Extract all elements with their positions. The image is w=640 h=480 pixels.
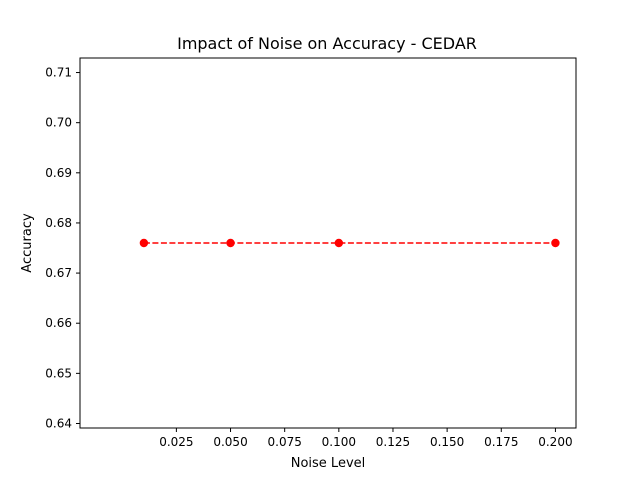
y-tick-label: 0.70	[45, 116, 72, 130]
data-point	[334, 238, 344, 248]
y-tick-label: 0.66	[45, 316, 72, 330]
y-tick-label: 0.67	[45, 266, 72, 280]
x-axis-label: Noise Level	[291, 456, 366, 471]
x-tick-label: 0.200	[538, 435, 572, 449]
data-point	[551, 238, 560, 248]
y-tick-label: 0.69	[45, 166, 72, 180]
y-tick-label: 0.65	[45, 366, 72, 380]
y-tick-label: 0.68	[45, 216, 72, 230]
x-axis-ticks: 0.025 0.050 0.075 0.100 0.125 0.150 0.175 0.200	[159, 428, 573, 449]
x-tick-label: 0.125	[376, 435, 410, 449]
y-tick-label: 0.64	[45, 416, 72, 430]
x-tick-label: 0.075	[268, 435, 302, 449]
plot-frame	[79, 57, 577, 429]
x-tick-label: 0.175	[484, 435, 518, 449]
data-point	[226, 238, 235, 248]
plot-series	[139, 238, 560, 248]
y-tick-label: 0.71	[45, 66, 72, 80]
y-axis-ticks: 0.64 0.65 0.66 0.67 0.68 0.69 0.70 0.71	[45, 66, 80, 430]
x-tick-label: 0.100	[322, 435, 356, 449]
x-tick-label: 0.050	[213, 435, 247, 449]
x-tick-label: 0.025	[159, 435, 193, 449]
y-axis-label: Accuracy	[20, 213, 35, 273]
x-tick-label: 0.150	[430, 435, 464, 449]
data-point	[139, 238, 149, 248]
chart-title: Impact of Noise on Accuracy - CEDAR	[177, 34, 477, 53]
